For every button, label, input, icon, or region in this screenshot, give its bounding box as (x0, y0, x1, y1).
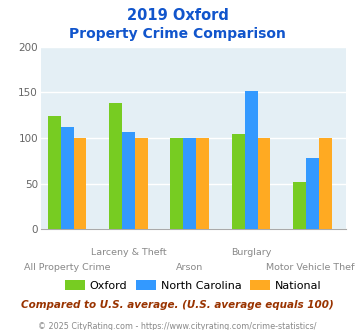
Text: Property Crime Comparison: Property Crime Comparison (69, 27, 286, 41)
Bar (48, 116, 61, 229)
Bar (196, 138, 209, 229)
Bar (61, 127, 73, 229)
Bar (109, 103, 122, 229)
Text: Burglary: Burglary (231, 248, 271, 257)
Text: Motor Vehicle Theft: Motor Vehicle Theft (266, 263, 355, 272)
Text: © 2025 CityRating.com - https://www.cityrating.com/crime-statistics/: © 2025 CityRating.com - https://www.city… (38, 322, 317, 330)
Legend: Oxford, North Carolina, National: Oxford, North Carolina, National (63, 278, 324, 293)
Bar (184, 138, 196, 229)
Bar (73, 138, 87, 229)
Bar (232, 134, 245, 229)
Text: Larceny & Theft: Larceny & Theft (91, 248, 166, 257)
Text: All Property Crime: All Property Crime (24, 263, 110, 272)
Bar (257, 138, 271, 229)
Bar (170, 138, 184, 229)
Bar (135, 138, 148, 229)
Bar (319, 138, 332, 229)
Text: Compared to U.S. average. (U.S. average equals 100): Compared to U.S. average. (U.S. average … (21, 300, 334, 310)
Text: Arson: Arson (176, 263, 203, 272)
Bar (293, 182, 306, 229)
Bar (306, 158, 319, 229)
Bar (245, 91, 257, 229)
Bar (122, 132, 135, 229)
Text: 2019 Oxford: 2019 Oxford (127, 8, 228, 23)
